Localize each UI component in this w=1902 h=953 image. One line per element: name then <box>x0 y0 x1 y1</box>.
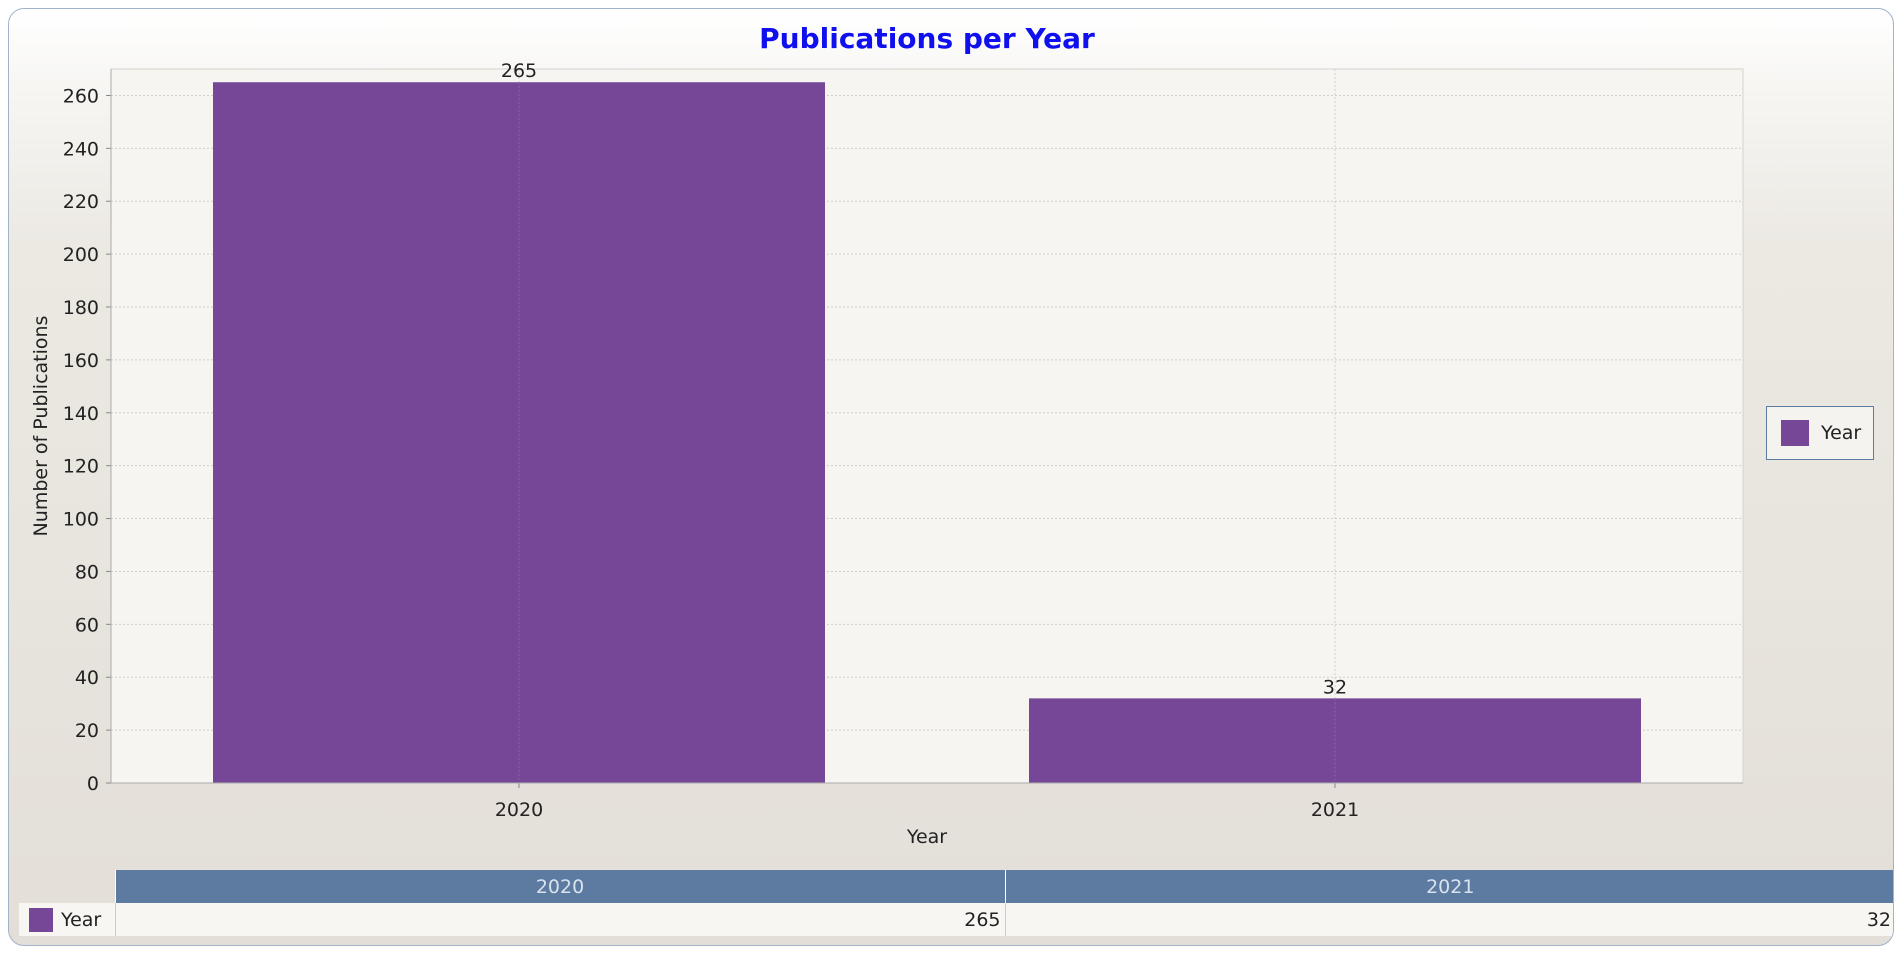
legend-swatch <box>1781 420 1809 446</box>
data-label: 265 <box>501 60 537 82</box>
y-tick-label: 240 <box>63 138 99 160</box>
y-tick-label: 40 <box>75 667 99 689</box>
legend-label: Year <box>1821 422 1862 444</box>
data-label: 32 <box>1323 676 1347 698</box>
chart-title: Publications per Year <box>759 22 1095 55</box>
y-tick-label: 20 <box>75 720 99 742</box>
table-header-2020[interactable]: 2020 <box>114 870 1005 903</box>
y-axis-label: Number of Publications <box>30 316 52 537</box>
y-tick-label: 200 <box>63 244 99 266</box>
y-tick-label: 260 <box>63 85 99 107</box>
y-tick-label: 180 <box>63 297 99 319</box>
y-tick-label: 80 <box>75 561 99 583</box>
y-tick-label: 100 <box>63 509 99 531</box>
table-cell-2021: 32 <box>1004 903 1893 936</box>
x-tick-label: 2021 <box>1311 799 1359 821</box>
table-header-row: 2020 2021 <box>19 870 1893 903</box>
table-row: Year 265 32 <box>19 903 1893 936</box>
data-table: 2020 2021 Year 265 32 <box>19 870 1893 936</box>
y-tick-label: 220 <box>63 191 99 213</box>
x-tick-label: 2020 <box>495 799 543 821</box>
chart-legend: Year <box>1766 406 1874 460</box>
chart-svg: 0 20 40 60 80 100 120 140 160 180 200 220 240 260 2020… <box>30 22 1744 848</box>
table-row-swatch <box>29 907 53 932</box>
y-tick-label: 140 <box>63 403 99 425</box>
table-header-2021[interactable]: 2021 <box>1004 870 1893 903</box>
y-tick-label: 160 <box>63 350 99 372</box>
y-tick-label: 120 <box>63 456 99 478</box>
y-tick-label: 60 <box>75 614 99 636</box>
bar-2021 <box>1029 698 1641 783</box>
table-corner <box>19 870 115 903</box>
chart-panel: 0 20 40 60 80 100 120 140 160 180 200 220 240 260 2020… <box>8 8 1894 946</box>
x-axis-label: Year <box>906 826 947 848</box>
table-row-label-text: Year <box>61 908 102 931</box>
table-row-label: Year <box>19 903 115 936</box>
table-cell-2020: 265 <box>114 903 1005 936</box>
y-tick-label: 0 <box>87 773 99 795</box>
